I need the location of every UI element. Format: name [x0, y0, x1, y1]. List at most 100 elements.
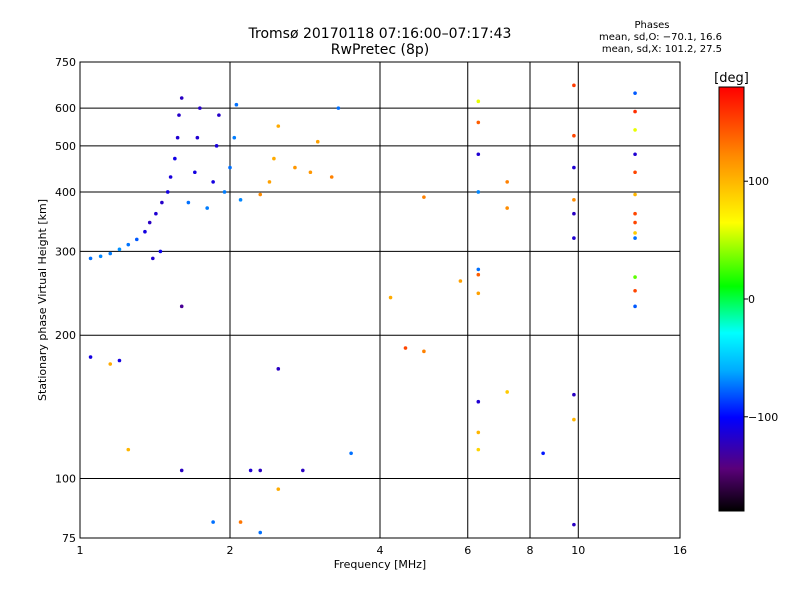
y-tick-label: 200 [55, 329, 76, 342]
data-point [272, 156, 276, 161]
data-point [143, 229, 147, 234]
data-point [403, 346, 408, 350]
grid-layer [80, 62, 680, 538]
data-point [633, 109, 637, 114]
data-point [572, 133, 576, 138]
y-tick-label: 750 [55, 56, 76, 69]
data-point [211, 180, 215, 184]
colorbar-tick-label: −100 [748, 411, 778, 424]
data-point [179, 304, 184, 309]
stats-line-o: mean, sd,O: −70.1, 16.6 [599, 32, 722, 43]
data-point [134, 237, 139, 242]
data-point [476, 399, 481, 404]
colorbar-tick-label: 100 [748, 175, 769, 188]
y-tick-label: 400 [55, 186, 76, 199]
data-point [232, 135, 237, 140]
data-point [633, 192, 637, 197]
data-point [633, 275, 637, 279]
data-point [329, 175, 334, 179]
data-point [276, 487, 281, 491]
x-tick-label: 6 [464, 544, 471, 557]
data-point [476, 99, 481, 104]
data-point [158, 249, 163, 254]
data-point [117, 358, 122, 363]
chart-title: Tromsø 20170118 07:16:00–07:17:43 [248, 26, 512, 42]
data-point [175, 135, 180, 140]
x-tick-label: 1 [77, 544, 84, 557]
data-point [276, 367, 281, 371]
data-point [258, 192, 263, 197]
data-point [315, 139, 320, 144]
data-point [177, 113, 181, 117]
data-points-layer [88, 83, 637, 535]
x-tick-label: 10 [571, 544, 585, 557]
data-point [633, 231, 637, 235]
data-point [214, 144, 219, 148]
data-point [193, 170, 197, 175]
x-tick-label: 8 [527, 544, 534, 557]
data-point [98, 254, 103, 259]
y-tick-label: 300 [55, 245, 76, 258]
data-point [301, 468, 305, 473]
data-point [173, 156, 177, 161]
x-axis-label: Frequency [MHz] [334, 558, 426, 571]
x-tick-label: 16 [673, 544, 687, 557]
data-point [168, 175, 173, 179]
data-point [633, 170, 637, 175]
data-point [572, 198, 576, 202]
data-point [572, 211, 576, 216]
data-point [186, 200, 191, 205]
data-point [336, 106, 341, 110]
data-point [349, 451, 353, 456]
data-point [222, 190, 227, 194]
data-point [179, 468, 184, 473]
data-point [633, 211, 637, 216]
data-point [165, 190, 170, 194]
data-point [248, 468, 253, 473]
data-point [633, 220, 637, 225]
data-point [160, 200, 164, 205]
plot-frame [79, 61, 681, 539]
data-point [258, 530, 263, 535]
data-point [541, 451, 545, 456]
data-point [126, 447, 131, 452]
colorbar-label: [deg] [714, 71, 749, 86]
data-point [195, 135, 200, 140]
data-point [476, 190, 481, 194]
data-point [505, 390, 509, 394]
data-point [633, 288, 637, 293]
data-point [476, 152, 481, 157]
data-point [633, 152, 637, 157]
data-point [388, 295, 393, 300]
data-point [458, 279, 463, 283]
x-tick-label: 2 [227, 544, 234, 557]
data-point [228, 165, 232, 170]
data-point [476, 447, 481, 452]
data-point [126, 242, 131, 247]
colorbar-tick-label: 0 [748, 293, 755, 306]
y-tick-label: 600 [55, 102, 76, 115]
data-point [633, 128, 637, 132]
data-point [308, 170, 313, 175]
data-point [572, 522, 576, 527]
data-point [422, 349, 426, 354]
data-point [633, 91, 637, 95]
data-point [422, 195, 426, 199]
data-point [147, 220, 152, 225]
data-point [154, 211, 158, 216]
data-point [476, 291, 481, 296]
data-point [476, 272, 481, 277]
data-point [238, 520, 243, 524]
data-point [633, 304, 637, 309]
data-point [505, 206, 509, 210]
data-point [234, 102, 239, 107]
colorbar [719, 87, 744, 511]
y-tick-label: 100 [55, 473, 76, 486]
data-point [572, 236, 576, 240]
data-point [88, 256, 93, 261]
data-point [572, 165, 576, 170]
data-point [476, 267, 481, 272]
data-point [476, 120, 481, 125]
stats-line-x: mean, sd,X: 101.2, 27.5 [601, 44, 722, 55]
